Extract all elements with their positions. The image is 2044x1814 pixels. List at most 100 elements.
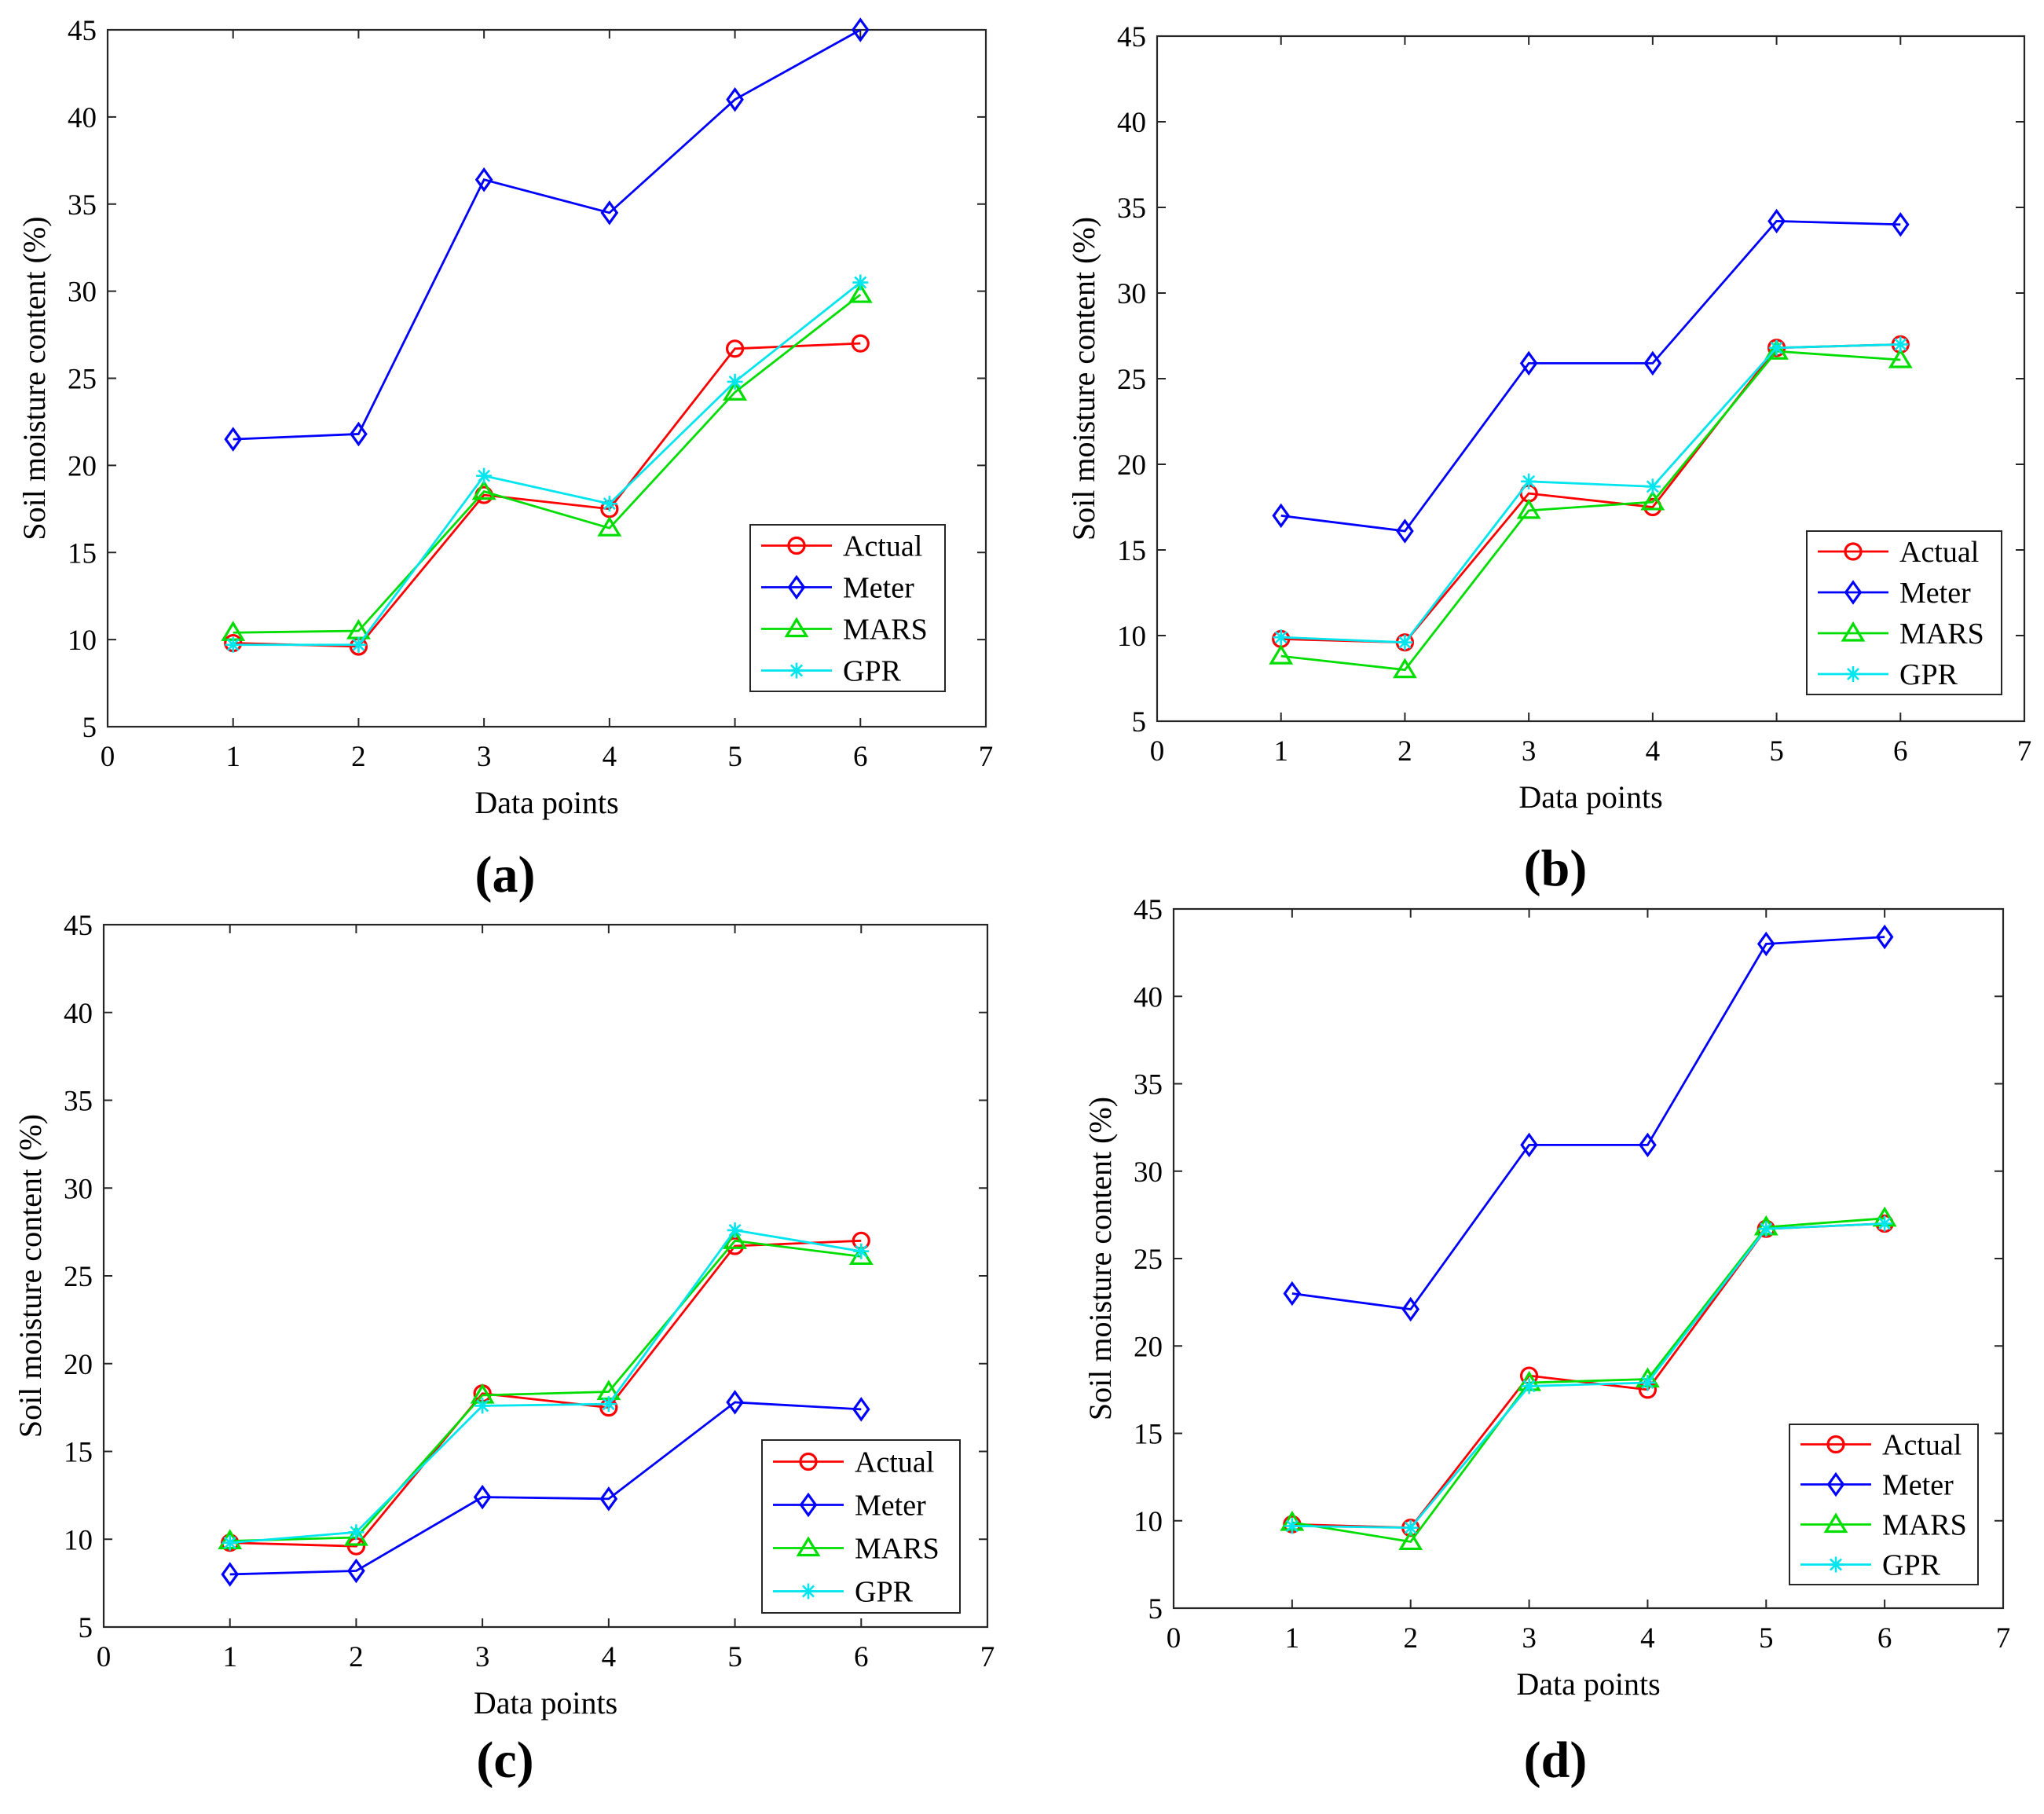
data-point-meter <box>599 1486 618 1512</box>
data-point-actual <box>851 334 870 353</box>
x-tick-label: 4 <box>1646 735 1661 768</box>
y-tick-label: 5 <box>1132 706 1147 738</box>
x-tick-label: 5 <box>727 741 742 773</box>
data-point-meter <box>1396 519 1414 544</box>
x-tick-label: 6 <box>1893 735 1908 768</box>
x-tick-label: 4 <box>602 1641 617 1673</box>
y-tick-label: 20 <box>1117 449 1146 482</box>
y-tick-label: 35 <box>1117 192 1146 225</box>
x-tick-label: 2 <box>1397 735 1412 768</box>
legend-marker-gpr <box>1828 1556 1844 1573</box>
legend: Actual Meter MARS GPR <box>1789 1424 1979 1585</box>
panel-caption: (d) <box>1524 1732 1588 1789</box>
data-point-meter <box>726 1390 744 1415</box>
data-point-gpr <box>1892 336 1909 353</box>
data-point-mars <box>1888 347 1913 368</box>
y-tick-label: 10 <box>1134 1506 1163 1538</box>
y-tick-label: 5 <box>82 712 97 744</box>
series-mars <box>221 282 873 641</box>
legend-marker-actual <box>1844 542 1863 561</box>
y-tick-label: 25 <box>1134 1244 1163 1276</box>
series-line-mars <box>233 293 862 634</box>
data-point-meter <box>1283 1281 1302 1306</box>
x-axis-label: Data points <box>1516 1666 1660 1702</box>
data-point-gpr <box>853 1243 870 1259</box>
x-tick-label: 7 <box>2017 735 2032 768</box>
data-point-gpr <box>225 636 241 653</box>
legend-label-actual: Actual <box>843 530 922 563</box>
x-axis-label: Data points <box>474 785 618 820</box>
series-gpr <box>1273 336 1909 650</box>
data-point-meter <box>474 167 493 192</box>
x-tick-label: 1 <box>225 741 240 773</box>
data-point-gpr <box>350 636 367 653</box>
data-point-gpr <box>1639 1374 1656 1391</box>
series-gpr <box>225 274 869 653</box>
panel-caption: (c) <box>476 1732 533 1789</box>
y-tick-label: 10 <box>1117 621 1146 653</box>
y-tick-label: 25 <box>1117 364 1146 396</box>
y-tick-label: 15 <box>64 1437 93 1469</box>
legend-marker-mars <box>1823 1512 1848 1534</box>
data-point-meter <box>1875 924 1894 950</box>
y-tick-label: 15 <box>1117 535 1146 567</box>
x-tick-label: 7 <box>1996 1622 2011 1655</box>
legend-marker-actual <box>787 536 806 555</box>
data-point-mars <box>1764 339 1789 360</box>
series-actual <box>224 334 870 656</box>
series-line-gpr <box>229 1229 862 1545</box>
series-line-mars <box>229 1239 862 1542</box>
data-point-meter <box>1520 1132 1538 1158</box>
legend-marker-meter <box>1844 580 1863 605</box>
x-tick-label: 7 <box>980 1641 995 1673</box>
legend-label-gpr: GPR <box>855 1576 914 1609</box>
data-point-gpr <box>1758 1221 1775 1237</box>
legend-label-mars: MARS <box>1899 617 1984 650</box>
x-tick-label: 2 <box>351 741 366 773</box>
x-axis-label: Data points <box>1518 779 1662 815</box>
x-tick-label: 3 <box>1522 735 1537 768</box>
data-point-meter <box>852 1397 870 1422</box>
legend-label-actual: Actual <box>1899 536 1979 569</box>
legend-label-gpr: GPR <box>843 655 902 688</box>
y-tick-label: 45 <box>1134 894 1163 926</box>
y-tick-label: 25 <box>64 1261 93 1293</box>
y-tick-label: 30 <box>1117 278 1146 310</box>
legend-marker-meter <box>787 574 806 600</box>
legend-box <box>749 524 946 692</box>
x-tick-label: 3 <box>1522 1622 1537 1655</box>
x-tick-label: 3 <box>477 741 492 773</box>
x-tick-label: 0 <box>97 1641 112 1673</box>
y-tick-label: 30 <box>1134 1156 1163 1189</box>
data-point-meter <box>1401 1296 1420 1322</box>
series-line-meter <box>1280 220 1901 533</box>
series-line-meter <box>1291 936 1885 1311</box>
data-point-mars <box>1398 1530 1423 1551</box>
legend-label-mars: MARS <box>1882 1509 1967 1542</box>
x-tick-label: 5 <box>727 1641 742 1673</box>
legend-box <box>1806 530 2002 695</box>
y-tick-label: 20 <box>68 450 97 482</box>
data-point-meter <box>1272 503 1291 529</box>
legend: Actual Meter MARS GPR <box>749 524 946 692</box>
data-point-meter <box>1639 1132 1657 1158</box>
data-point-gpr <box>476 467 493 484</box>
data-point-meter <box>224 427 243 452</box>
data-point-mars <box>848 282 873 303</box>
series-meter <box>1272 208 1910 544</box>
data-point-meter <box>600 200 619 225</box>
legend-marker-meter <box>1826 1471 1845 1497</box>
data-point-meter <box>1756 931 1775 957</box>
y-tick-label: 10 <box>64 1524 93 1556</box>
legend-marker-mars <box>1841 621 1866 642</box>
series-meter <box>221 1390 870 1587</box>
data-point-gpr <box>601 496 617 512</box>
legend-marker-gpr <box>1845 666 1861 682</box>
legend-marker-gpr <box>789 662 804 679</box>
y-axis-label: Soil moisture content (%) <box>1082 1097 1118 1420</box>
legend-label-meter: Meter <box>1899 577 1971 610</box>
data-point-gpr <box>600 1396 617 1413</box>
data-point-meter <box>1519 350 1538 376</box>
